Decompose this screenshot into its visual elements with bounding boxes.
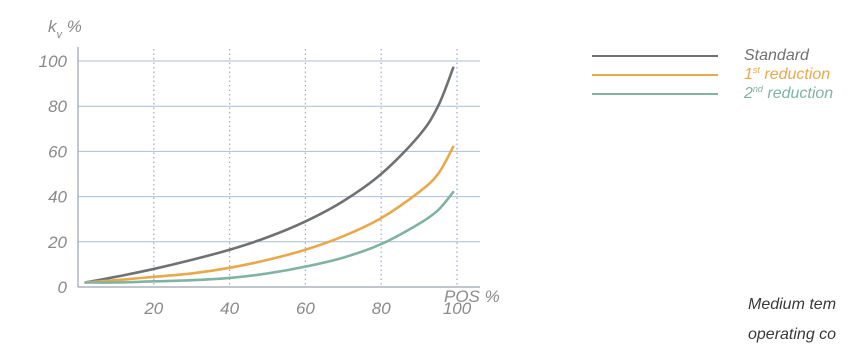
note-line-2: operating co [748,326,837,343]
curve-2nd-reduction [84,190,455,284]
y-tick-label: 60 [48,142,67,161]
x-tick-label: 60 [296,299,315,318]
legend-label-1st-reduction: 1st reduction [744,65,831,84]
x-tick-label: 80 [372,299,391,318]
curve-1st-reduction [84,145,455,284]
legend-swatch-2nd-reduction [592,93,718,95]
chart-grid [78,49,480,287]
x-tick-label: 40 [220,299,239,318]
x-tick-labels: 20 40 60 80 100 [143,299,471,318]
legend-swatch-1st-reduction [592,74,718,76]
x-axis-label: POS % [444,287,500,306]
kv-curve-chart: 0 20 40 60 80 100 20 40 60 80 100 kv % POS % [39,17,500,318]
y-tick-label: 20 [47,233,67,252]
legend-label-standard: Standard [744,47,809,64]
legend-label-2nd-reduction: 2nd reduction [744,84,834,103]
y-tick-label: 100 [39,52,68,71]
y-tick-label: 40 [48,188,67,207]
note-line-1: Medium tem [748,296,837,313]
y-axis-label: kv % [48,17,82,41]
chart-axes [77,47,480,288]
legend-swatch-standard [592,55,718,57]
chart-curves [84,66,455,284]
curve-standard [84,66,455,284]
x-tick-label: 100 [443,299,472,318]
y-tick-labels: 0 20 40 60 80 100 [39,52,68,297]
x-tick-label: 20 [143,299,163,318]
operating-note: Medium tem operating co [748,290,862,350]
y-tick-label: 0 [58,278,68,297]
y-tick-label: 80 [48,97,67,116]
